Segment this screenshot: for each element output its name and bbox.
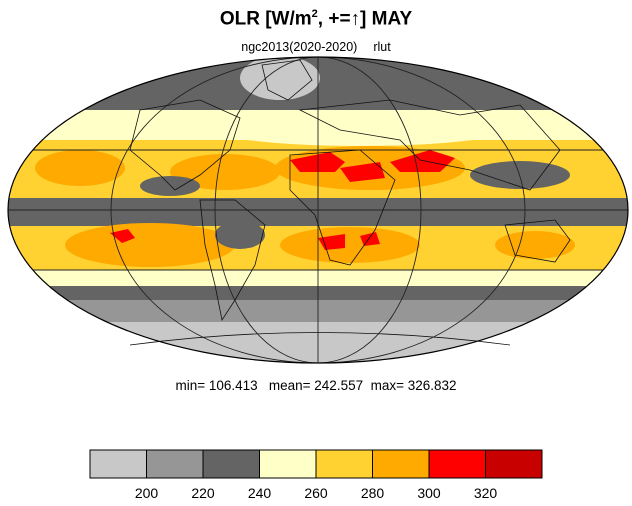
map-subtitle: ngc2013(2020-2020) rlut	[0, 40, 632, 54]
colorbar-label: 280	[361, 485, 385, 501]
south-america-coast	[199, 199, 266, 322]
south-africa-hot-patch	[280, 227, 420, 263]
sahara-max-central	[340, 162, 385, 182]
pacific-hot-patch	[35, 150, 125, 186]
colorbar-swatch	[259, 449, 317, 479]
colorbar-label: 260	[304, 485, 328, 501]
subtitle-left: ngc2013(2020-2020)	[241, 40, 358, 54]
colorbar-swatch	[485, 449, 543, 479]
central-america-dark-patch	[140, 176, 200, 196]
america-sub-patch	[70, 118, 250, 138]
colorbar-label: 240	[248, 485, 272, 501]
colorbar-label: 220	[191, 485, 215, 501]
pacific-max	[110, 229, 135, 243]
south-africa-max-east	[360, 232, 380, 246]
amazon-dark-patch	[215, 221, 265, 249]
south-africa-max	[318, 234, 345, 250]
title-prefix: OLR [W/m	[219, 8, 312, 30]
coastlines	[129, 59, 571, 346]
australia-coast	[504, 219, 571, 263]
title-superscript: 2	[311, 8, 318, 20]
colorbar-label: 300	[417, 485, 441, 501]
antarctica-coast	[129, 332, 511, 346]
eurasia-coast	[298, 99, 561, 191]
subtitle-right: rlut	[373, 40, 391, 54]
globe-outline	[7, 56, 629, 364]
colorbar-swatch	[372, 449, 430, 479]
colorbar-swatch	[89, 449, 147, 479]
gridlines	[8, 57, 628, 363]
south-pacific-hot-patch	[65, 223, 235, 267]
sahara-max-west	[290, 152, 345, 172]
gridline-meridian-60	[214, 57, 422, 363]
colorbar-swatch	[146, 449, 204, 479]
north-america-coast	[129, 99, 241, 191]
gridline-meridian-120	[110, 57, 526, 363]
africa-coast	[289, 149, 396, 266]
map-title: OLR [W/m2, +=↑] MAY	[0, 8, 632, 30]
eurasia-sub-patch	[210, 110, 510, 146]
colorbar-swatch	[428, 449, 486, 479]
colorbar-label: 320	[474, 485, 498, 501]
title-suffix: , +=↑] MAY	[317, 8, 413, 30]
greenland-patch	[240, 57, 320, 100]
greenland-coast	[261, 59, 313, 101]
arabia-max	[390, 150, 455, 172]
colorbar-swatch	[315, 449, 373, 479]
colorbar-swatch	[202, 449, 260, 479]
australia-hot-patch	[495, 231, 575, 259]
atlantic-hot-patch	[170, 154, 280, 190]
colorbar-label: 200	[135, 485, 159, 501]
statistics-line: min= 106.413 mean= 242.557 max= 326.832	[175, 378, 457, 393]
